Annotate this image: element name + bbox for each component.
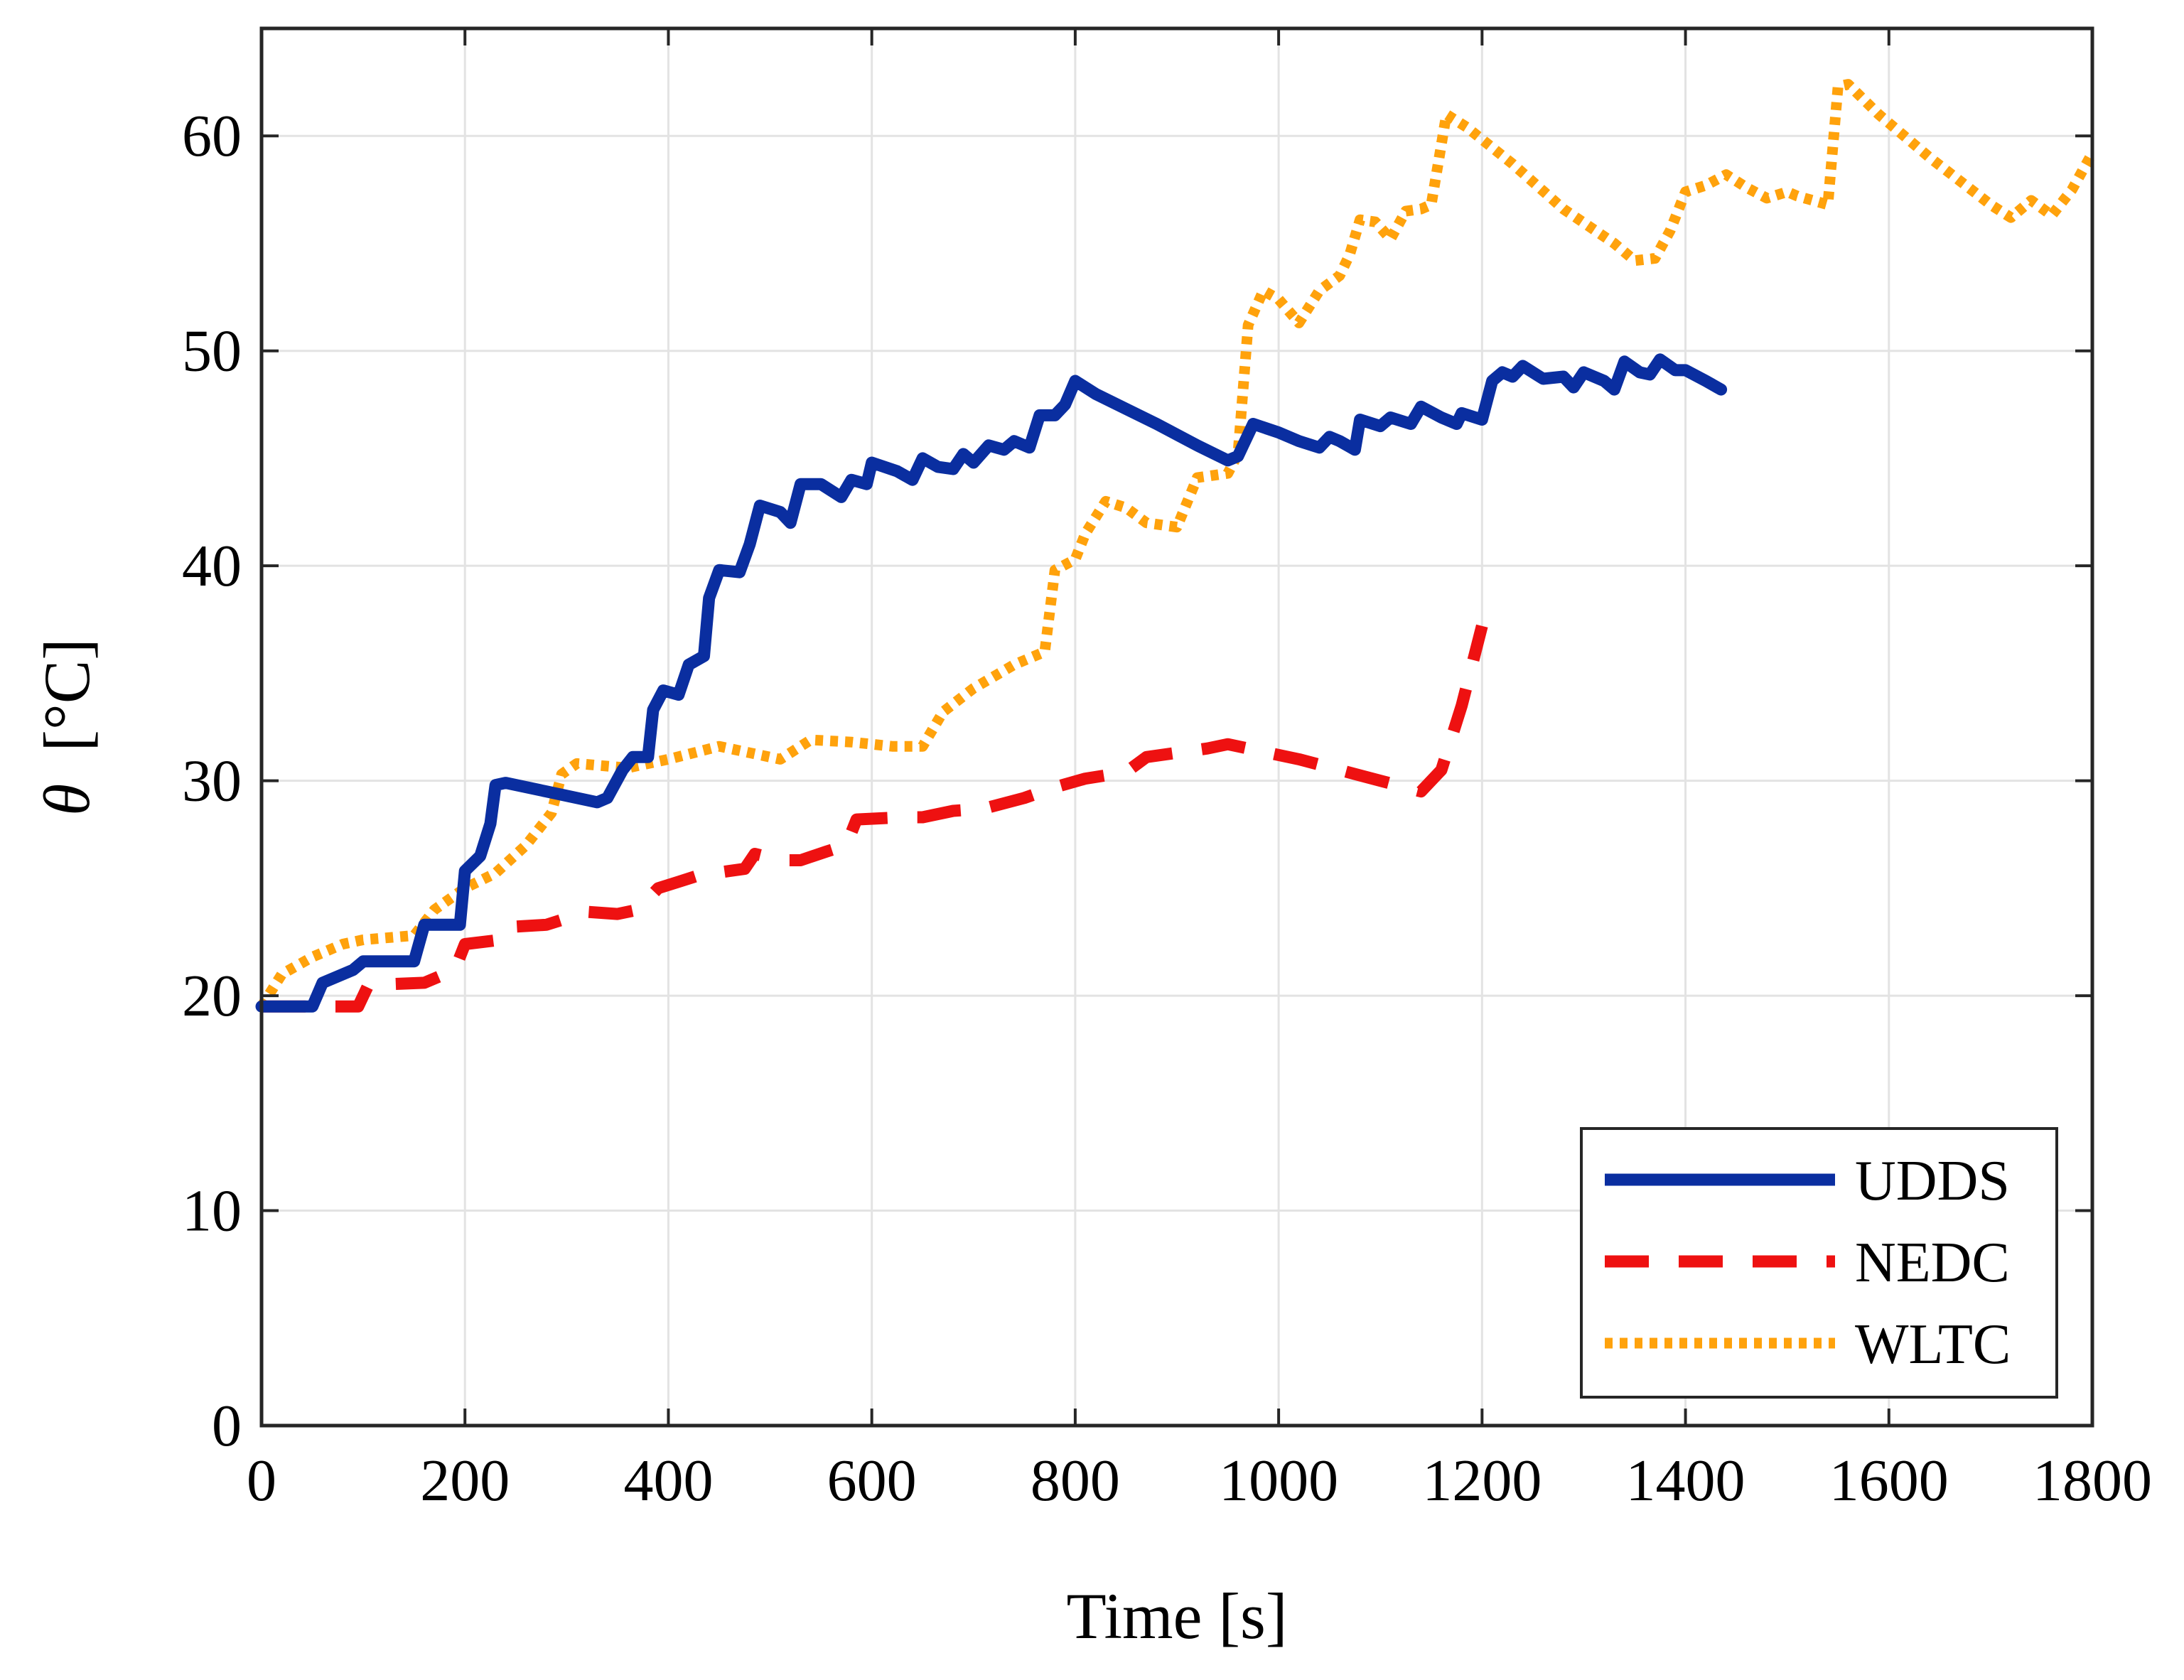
series-line-wltc — [257, 79, 2097, 1010]
x-tick-label: 0 — [247, 1448, 276, 1514]
y-tick-label: 0 — [212, 1393, 242, 1459]
y-tick-labels: 0 10 20 30 40 50 60 — [182, 103, 242, 1459]
y-ticks — [262, 134, 2092, 1427]
x-tick-label: 1600 — [1829, 1448, 1949, 1514]
y-tick-label: 10 — [182, 1178, 242, 1244]
y-axis-label: θ [°C] — [31, 638, 103, 816]
x-tick-labels: 0 200 400 600 800 1000 1200 1400 1600 1800 — [247, 1448, 2152, 1514]
x-tick-label: 200 — [420, 1448, 510, 1514]
y-tick-label: 60 — [182, 103, 242, 169]
x-ticks — [260, 28, 2094, 1426]
legend-items: UDDS NEDC WLTC — [1605, 1150, 2011, 1376]
y-axis-symbol: θ — [31, 784, 103, 816]
x-axis-label: Time [s] — [1067, 1580, 1288, 1652]
plot-frame — [259, 26, 2094, 1428]
x-tick-label: 1400 — [1626, 1448, 1745, 1514]
legend-label-nedc: NEDC — [1855, 1232, 2010, 1294]
x-tick-label: 800 — [1031, 1448, 1120, 1514]
y-axis-unit: [°C] — [31, 638, 103, 751]
legend-label-wltc: WLTC — [1855, 1313, 2011, 1376]
x-tick-label: 600 — [827, 1448, 917, 1514]
x-tick-label: 400 — [623, 1448, 713, 1514]
series-layer — [255, 79, 2097, 1013]
x-tick-label: 1200 — [1422, 1448, 1542, 1514]
legend-label-udds: UDDS — [1855, 1150, 2010, 1212]
y-tick-label: 50 — [182, 318, 242, 384]
y-tick-label: 40 — [182, 533, 242, 599]
y-tick-label: 20 — [182, 963, 242, 1029]
x-tick-label: 1800 — [2033, 1448, 2152, 1514]
series-line-udds — [255, 353, 1728, 1013]
x-tick-label: 1000 — [1219, 1448, 1338, 1514]
legend: UDDS NEDC WLTC — [1580, 1127, 2058, 1399]
y-tick-label: 30 — [182, 748, 242, 814]
legend-box — [1580, 1127, 2058, 1399]
